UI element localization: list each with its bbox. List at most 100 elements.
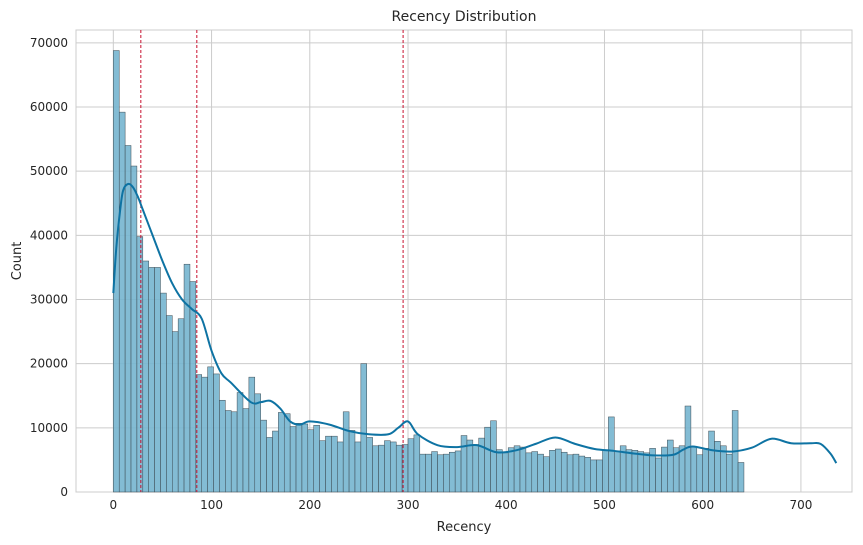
kde-curve [112,182,838,464]
histogram-bar [555,448,562,493]
histogram-bar [413,434,421,493]
x-tick-label: 400 [495,498,518,512]
histogram-bar [236,392,244,493]
histogram-bar [148,267,155,493]
y-tick-label: 0 [60,485,68,499]
histogram-bar [395,444,403,493]
histogram-bar [625,449,633,493]
histogram-bar [166,315,173,493]
histogram-bar [242,408,250,493]
histogram-bar [278,412,285,493]
histogram-bar [726,453,733,493]
histogram-bar [531,451,538,493]
histogram-bar [372,445,379,493]
histogram-bar [631,450,639,493]
histogram-bar [266,437,273,493]
histogram-bar [572,453,580,493]
y-tick-label: 30000 [30,293,68,307]
histogram-bar [519,446,527,493]
histogram-bar [737,462,745,493]
histogram-bar [637,451,645,493]
histogram-bar [295,423,303,493]
histogram-bar [390,441,397,493]
histogram-bar [702,448,709,493]
histogram-bar [437,454,444,493]
histogram-bar [460,435,468,493]
x-axis-ticks: 0 100 200 300 400 500 600 700 [110,498,813,512]
y-tick-label: 70000 [30,36,68,50]
histogram-bar [466,439,474,493]
histogram-bar [525,452,533,493]
x-tick-label: 500 [593,498,616,512]
histogram-bar [154,267,161,493]
histogram-bar [678,445,686,493]
histogram-bar [130,165,138,493]
histogram-bar [254,393,261,493]
histogram-bars [113,50,745,493]
histogram-bar [360,363,368,493]
histogram-bar [142,260,149,493]
histogram-bar [584,457,591,493]
x-tick-label: 0 [110,498,118,512]
histogram-bar [419,453,426,493]
histogram-bar [496,449,503,493]
reference-lines [140,30,404,492]
histogram-bar [283,413,291,493]
histogram-bar [354,441,362,493]
y-tick-label: 60000 [30,100,68,114]
histogram-bar [289,426,297,493]
histogram-bar [667,439,674,493]
histogram-bar [596,459,603,493]
histogram-bar [443,453,450,493]
histogram-bar [566,454,574,493]
histogram-bar [189,281,197,493]
histogram-bar [472,444,479,493]
histogram-bar [578,455,586,493]
histogram-bar [118,111,126,493]
y-axis-label: Count [10,242,25,281]
y-tick-label: 50000 [30,164,68,178]
histogram-bar [590,459,597,493]
histogram-bar [690,446,698,493]
histogram-bar [449,451,456,493]
histogram-bar [549,450,556,493]
histogram-bar [225,410,232,493]
histogram-bar [325,435,332,493]
histogram-bar [207,366,214,493]
histogram-bar [608,416,615,493]
histogram-bar [490,420,497,493]
histogram-bar [431,451,438,493]
histogram-bar [136,236,144,493]
x-axis-label: Recency [437,520,492,535]
histogram-bar [260,419,267,493]
histogram-bar [124,145,132,493]
y-tick-label: 10000 [30,421,68,435]
x-tick-label: 300 [397,498,420,512]
histogram-bar [502,452,509,493]
histogram-bar [307,429,314,493]
histogram-bar [602,450,609,493]
histogram-bar [213,373,220,493]
histogram-bar [655,457,662,493]
histogram-bar [272,430,279,493]
histogram-bar [366,437,373,493]
histogram-bar [407,438,415,493]
histogram-bar [313,425,320,493]
x-tick-label: 600 [691,498,714,512]
histogram-bar [454,450,462,493]
histogram-bar [614,450,621,493]
chart-title: Recency Distribution [391,9,536,25]
histogram-bar [537,453,544,493]
histogram-bar [543,456,550,493]
histogram-bar [507,447,515,493]
histogram-bar [177,318,185,493]
histogram-bar [378,444,385,493]
histogram-bar [301,423,309,493]
histogram-bar [560,451,568,493]
histogram-bar [337,441,344,493]
x-tick-label: 100 [200,498,223,512]
histogram-bar [696,454,703,493]
histogram-bar [720,445,727,493]
histogram-bar [248,376,256,493]
